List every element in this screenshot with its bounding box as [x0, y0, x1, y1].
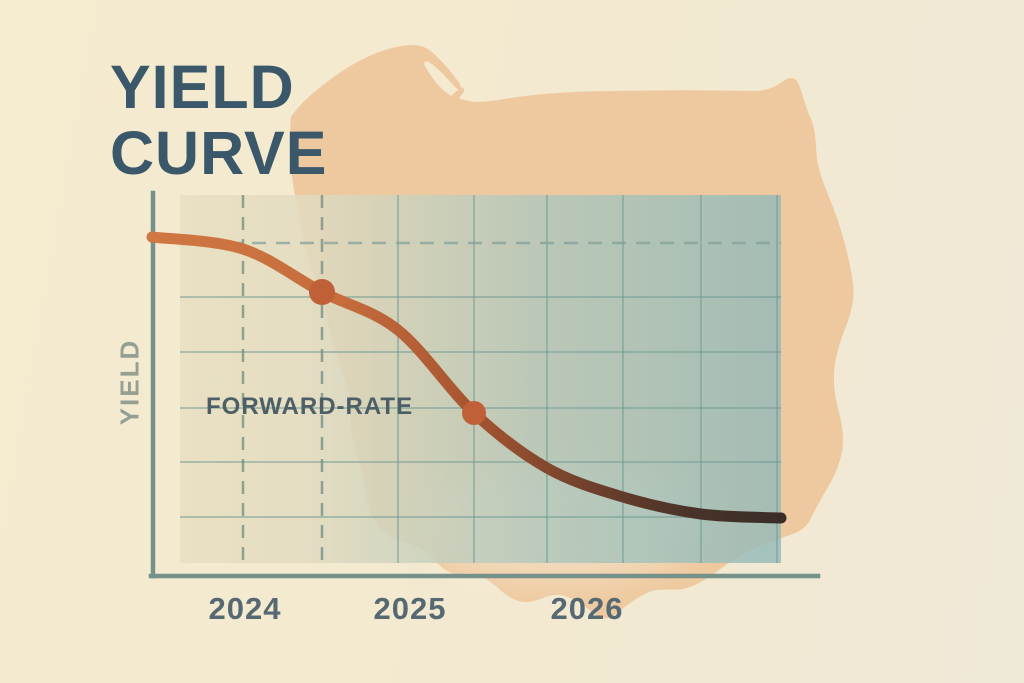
title-line-1: YIELD [110, 53, 295, 121]
forward-rate-annotation: FORWARD-RATE [206, 393, 414, 420]
data-point-marker [462, 401, 486, 425]
data-point-marker [309, 279, 335, 305]
x-tick-2026: 2026 [550, 591, 624, 626]
y-axis-label: YIELD [114, 338, 145, 426]
plot-panel [180, 195, 781, 563]
x-tick-2024: 2024 [208, 591, 282, 626]
title-line-2: CURVE [110, 119, 328, 187]
page-title: YIELD CURVE [110, 54, 327, 186]
x-tick-2025: 2025 [373, 591, 447, 626]
